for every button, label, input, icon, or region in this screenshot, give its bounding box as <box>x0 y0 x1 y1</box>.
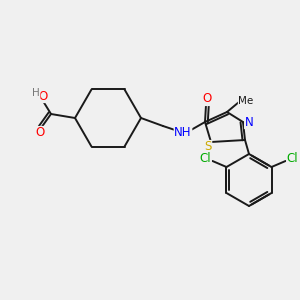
Text: H: H <box>32 88 40 98</box>
Text: O: O <box>202 92 211 106</box>
Text: NH: NH <box>174 125 192 139</box>
Text: Cl: Cl <box>200 152 211 166</box>
Text: O: O <box>35 127 45 140</box>
Text: N: N <box>244 116 253 128</box>
Text: O: O <box>38 89 48 103</box>
Text: S: S <box>204 140 212 154</box>
Text: Me: Me <box>238 96 253 106</box>
Text: Cl: Cl <box>287 152 298 166</box>
